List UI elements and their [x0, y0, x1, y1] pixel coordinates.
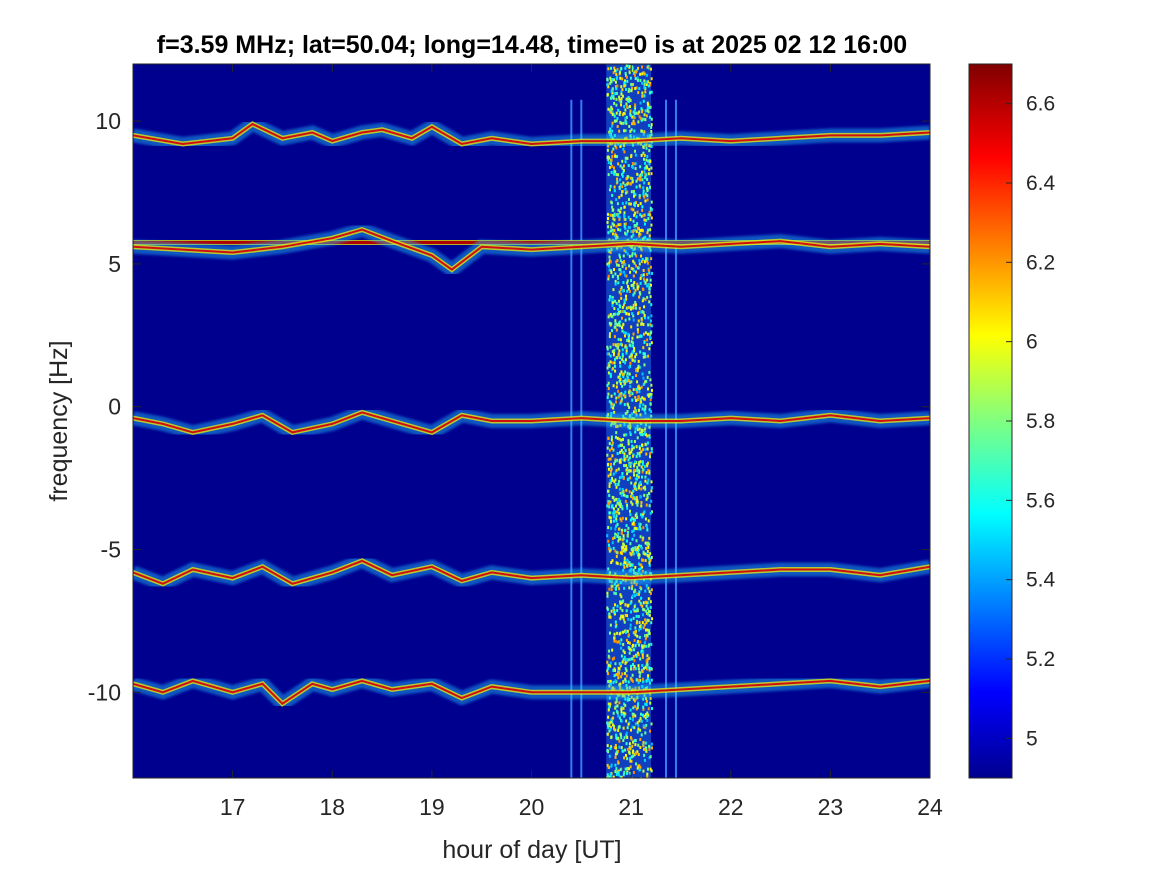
colorbar-tick-label: 5.2 [1026, 648, 1055, 671]
colorbar: 5 5.2 5.4 5.6 5.8 6 6.2 6.4 6.6 [968, 63, 1056, 779]
trace-core [133, 228, 930, 271]
x-tick-label: 19 [419, 794, 445, 820]
trace-2 [133, 222, 930, 279]
colorbar-tick-label: 6.2 [1026, 251, 1055, 274]
y-tick-label: -5 [101, 537, 121, 563]
x-tick-label: 22 [718, 794, 744, 820]
y-tick-label: 10 [95, 108, 121, 134]
y-axis: -10 -5 0 5 10 [88, 108, 930, 705]
x-axis: 17 18 19 20 21 22 23 24 [220, 64, 943, 820]
x-tick-label: 18 [319, 794, 345, 820]
colorbar-tick-label: 6.6 [1026, 93, 1055, 116]
interference-spikes [570, 99, 677, 778]
y-tick-label: 0 [108, 394, 121, 420]
colorbar-tick-label: 5.6 [1026, 489, 1055, 512]
y-axis-label: frequency [Hz] [45, 340, 73, 501]
colorbar-tick-label: 6.4 [1026, 172, 1056, 195]
heatmap-layer [133, 64, 930, 778]
x-tick-label: 23 [818, 794, 844, 820]
trace-core [133, 559, 930, 585]
trace-core [133, 122, 930, 146]
colorbar-tick-label: 6 [1026, 331, 1038, 354]
trace-4 [133, 553, 930, 592]
y-tick-label: 5 [108, 251, 121, 277]
trace-3 [133, 405, 930, 440]
x-axis-label: hour of day [UT] [442, 836, 621, 864]
colorbar-gradient [968, 63, 1013, 779]
chart-title: f=3.59 MHz; lat=50.04; long=14.48, time=… [157, 31, 907, 59]
colorbar-tick-label: 5.4 [1026, 569, 1056, 592]
x-tick-label: 17 [220, 794, 246, 820]
trace-core [133, 679, 930, 705]
y-tick-label: -10 [88, 679, 121, 705]
trace-0 [133, 115, 930, 152]
colorbar-tick-label: 5.8 [1026, 410, 1055, 433]
plot-area [132, 63, 931, 779]
trace-5 [133, 673, 930, 713]
colorbar-ticks: 5 5.2 5.4 5.6 5.8 6 6.2 6.4 6.6 [1006, 93, 1056, 750]
trace-core [133, 411, 930, 434]
x-tick-label: 20 [519, 794, 545, 820]
colorbar-tick-label: 5 [1026, 727, 1038, 750]
x-tick-label: 24 [917, 794, 943, 820]
x-tick-label: 21 [618, 794, 644, 820]
